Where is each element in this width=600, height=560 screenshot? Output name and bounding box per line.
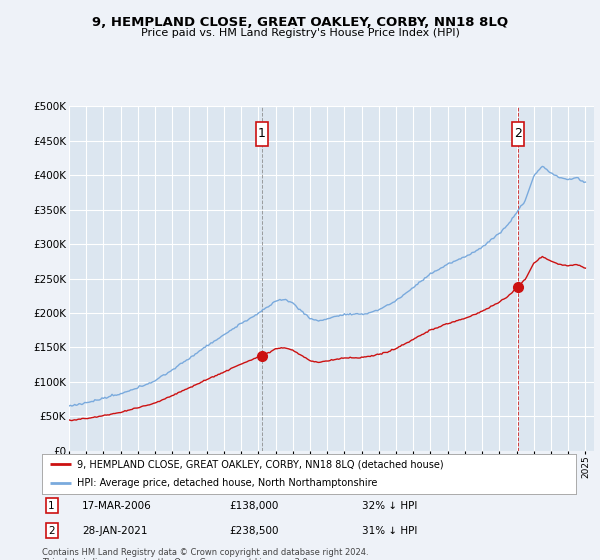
Text: £238,500: £238,500 <box>229 525 278 535</box>
Text: £138,000: £138,000 <box>229 501 278 511</box>
Text: 1: 1 <box>258 128 266 141</box>
Text: HPI: Average price, detached house, North Northamptonshire: HPI: Average price, detached house, Nort… <box>77 478 377 488</box>
Text: 28-JAN-2021: 28-JAN-2021 <box>82 525 148 535</box>
Text: 1: 1 <box>48 501 55 511</box>
Text: 2: 2 <box>48 525 55 535</box>
Text: 9, HEMPLAND CLOSE, GREAT OAKLEY, CORBY, NN18 8LQ (detached house): 9, HEMPLAND CLOSE, GREAT OAKLEY, CORBY, … <box>77 459 443 469</box>
Text: Price paid vs. HM Land Registry's House Price Index (HPI): Price paid vs. HM Land Registry's House … <box>140 28 460 38</box>
Text: 31% ↓ HPI: 31% ↓ HPI <box>362 525 418 535</box>
Text: 9, HEMPLAND CLOSE, GREAT OAKLEY, CORBY, NN18 8LQ: 9, HEMPLAND CLOSE, GREAT OAKLEY, CORBY, … <box>92 16 508 29</box>
Text: 32% ↓ HPI: 32% ↓ HPI <box>362 501 418 511</box>
Text: Contains HM Land Registry data © Crown copyright and database right 2024.
This d: Contains HM Land Registry data © Crown c… <box>42 548 368 560</box>
FancyBboxPatch shape <box>512 122 524 146</box>
Text: 17-MAR-2006: 17-MAR-2006 <box>82 501 152 511</box>
FancyBboxPatch shape <box>256 122 268 146</box>
Text: 2: 2 <box>514 128 522 141</box>
